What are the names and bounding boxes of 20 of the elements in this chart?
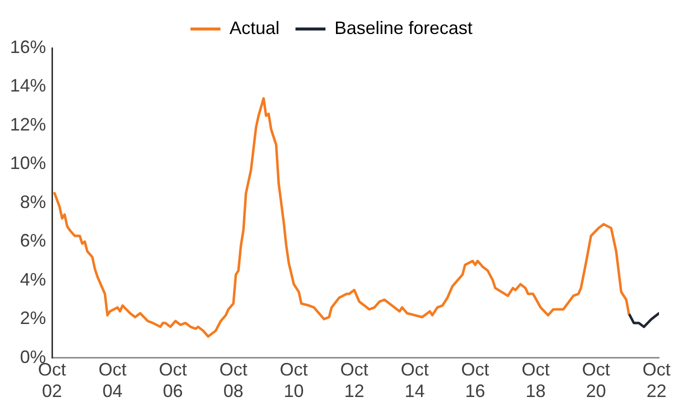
x-tick-label: Oct 08 [219,360,248,402]
x-tick-label: Oct 06 [158,360,187,402]
y-tick-label: 8% [20,192,46,212]
x-tick-label: Oct 12 [340,360,368,402]
y-tick-label: 4% [20,269,46,290]
x-tick-label: Oct 20 [582,360,610,402]
x-tick-label: Oct 22 [642,360,670,402]
y-tick-label: 6% [20,230,46,251]
y-tick-label: 10% [10,153,46,174]
x-tick-label: Oct 16 [461,360,490,402]
x-tick-label: Oct 10 [280,360,308,402]
y-tick-label: 14% [10,76,46,96]
y-tick-label: 2% [20,308,46,328]
x-tick-label: Oct 18 [522,360,550,402]
y-tick-label: 12% [10,114,46,134]
legend-label: Baseline forecast [334,18,473,38]
legend-label: Actual [229,18,280,38]
x-tick-label: Oct 04 [98,360,126,402]
x-tick-label: Oct 14 [400,360,429,402]
y-tick-label: 16% [10,36,46,57]
